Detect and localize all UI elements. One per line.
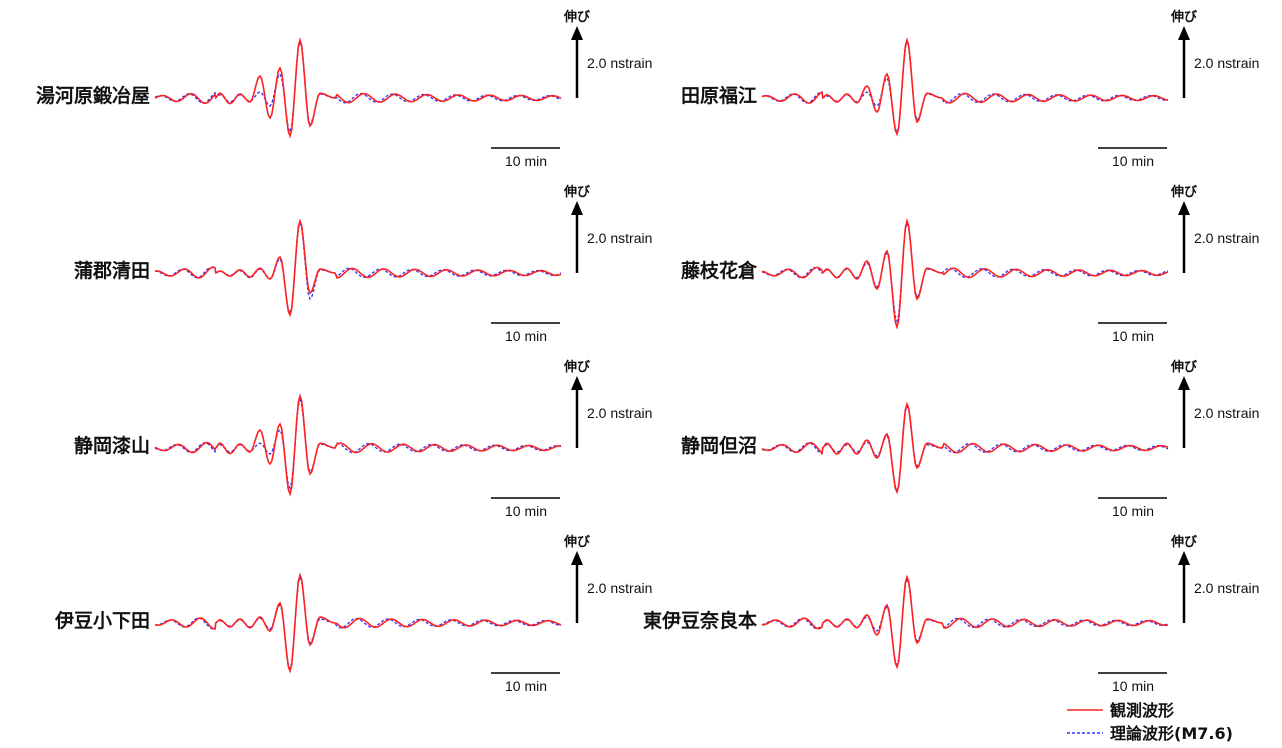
amplitude-scale-label: 2.0 nstrain xyxy=(1194,230,1259,246)
station-name: 湯河原鍛冶屋 xyxy=(36,84,150,107)
stretch-arrow-icon xyxy=(1178,551,1190,565)
amplitude-scale-label: 2.0 nstrain xyxy=(587,405,652,421)
station-name: 田原福江 xyxy=(681,84,757,107)
station-panel: 藤枝花倉 伸び 2.0 nstrain 10 min xyxy=(681,184,1259,344)
stretch-label: 伸び xyxy=(563,534,591,550)
observed-waveform xyxy=(761,37,1169,137)
observed-waveform xyxy=(154,37,562,139)
stretch-label: 伸び xyxy=(1170,534,1198,550)
amplitude-scale-label: 2.0 nstrain xyxy=(587,230,652,246)
station-panel: 静岡但沼 伸び 2.0 nstrain 10 min xyxy=(681,359,1259,519)
observed-waveform xyxy=(154,393,562,497)
observed-waveform xyxy=(154,218,562,318)
amplitude-scale-label: 2.0 nstrain xyxy=(587,580,652,596)
time-scale-label: 10 min xyxy=(1112,153,1154,169)
observed-waveform xyxy=(761,218,1169,330)
station-name: 静岡漆山 xyxy=(74,434,150,457)
station-panel: 静岡漆山 伸び 2.0 nstrain 10 min xyxy=(74,359,652,519)
theoretical-waveform xyxy=(154,220,562,315)
stretch-arrow-icon xyxy=(571,26,583,40)
time-scale-label: 10 min xyxy=(1112,678,1154,694)
station-panel: 東伊豆奈良本 伸び 2.0 nstrain 10 min xyxy=(643,534,1259,694)
amplitude-scale-label: 2.0 nstrain xyxy=(1194,405,1259,421)
stretch-label: 伸び xyxy=(1170,9,1198,25)
amplitude-scale-label: 2.0 nstrain xyxy=(1194,55,1259,71)
theoretical-waveform xyxy=(761,39,1169,134)
observed-waveform xyxy=(154,572,562,674)
stretch-arrow-icon xyxy=(571,551,583,565)
time-scale-label: 10 min xyxy=(505,153,547,169)
station-name: 東伊豆奈良本 xyxy=(643,609,757,632)
stretch-arrow-icon xyxy=(571,201,583,215)
stretch-arrow-icon xyxy=(571,376,583,390)
station-panel: 湯河原鍛冶屋 伸び 2.0 nstrain 10 min xyxy=(36,9,652,169)
theoretical-waveform xyxy=(154,397,562,490)
stretch-label: 伸び xyxy=(1170,359,1198,375)
station-name: 藤枝花倉 xyxy=(681,259,758,282)
station-name: 蒲郡清田 xyxy=(74,259,150,282)
amplitude-scale-label: 2.0 nstrain xyxy=(587,55,652,71)
station-panel: 伊豆小下田 伸び 2.0 nstrain 10 min xyxy=(54,534,652,694)
theoretical-waveform xyxy=(154,39,562,134)
stretch-label: 伸び xyxy=(563,184,591,200)
legend-observed-label: 観測波形 xyxy=(1110,701,1174,720)
stretch-label: 伸び xyxy=(1170,184,1198,200)
stretch-arrow-icon xyxy=(1178,26,1190,40)
station-panel: 蒲郡清田 伸び 2.0 nstrain 10 min xyxy=(74,184,652,344)
time-scale-label: 10 min xyxy=(1112,503,1154,519)
stretch-label: 伸び xyxy=(563,359,591,375)
legend: 観測波形 理論波形(M7.6) xyxy=(1067,701,1233,743)
time-scale-label: 10 min xyxy=(505,503,547,519)
stretch-arrow-icon xyxy=(1178,201,1190,215)
time-scale-label: 10 min xyxy=(505,678,547,694)
amplitude-scale-label: 2.0 nstrain xyxy=(1194,580,1259,596)
time-scale-label: 10 min xyxy=(1112,328,1154,344)
legend-theoretical-label: 理論波形(M7.6) xyxy=(1110,724,1233,743)
observed-waveform xyxy=(761,401,1169,495)
station-panel: 田原福江 伸び 2.0 nstrain 10 min xyxy=(681,9,1259,169)
time-scale-label: 10 min xyxy=(505,328,547,344)
stretch-arrow-icon xyxy=(1178,376,1190,390)
station-name: 静岡但沼 xyxy=(681,434,757,457)
observed-waveform xyxy=(761,574,1169,670)
station-name: 伊豆小下田 xyxy=(54,609,150,632)
stretch-label: 伸び xyxy=(563,9,591,25)
